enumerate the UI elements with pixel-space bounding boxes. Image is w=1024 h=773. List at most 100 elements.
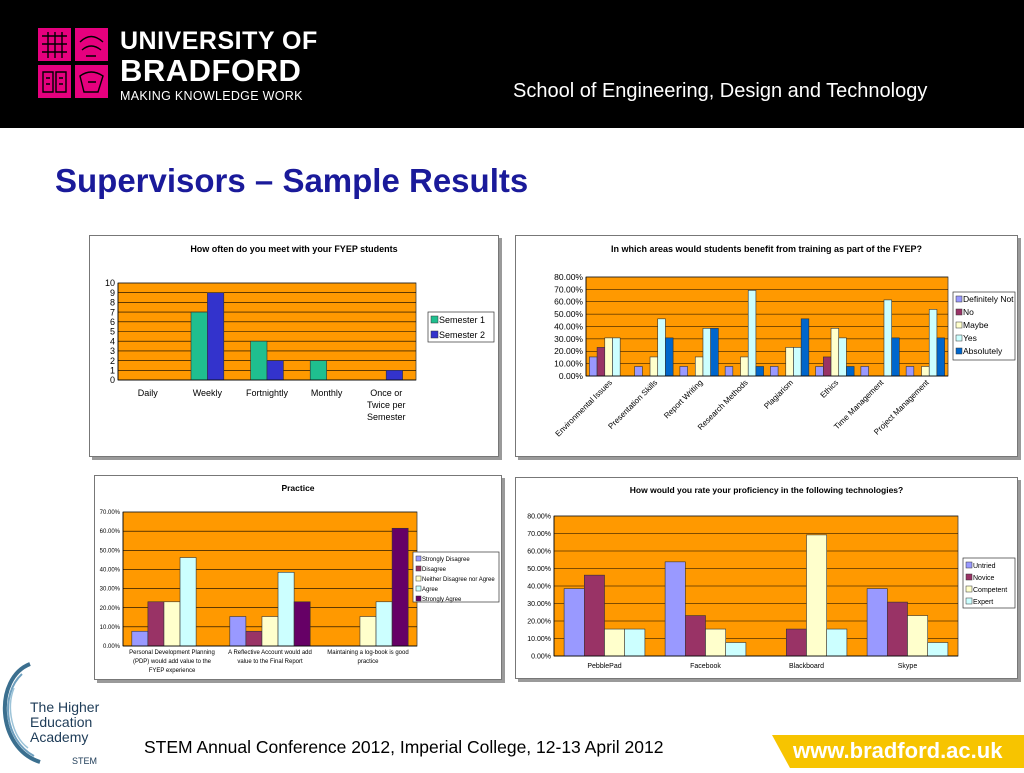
bar-yes — [612, 337, 621, 377]
legend-label: Novice — [973, 575, 995, 582]
category-label: practice — [357, 659, 379, 665]
bar-semester-1 — [250, 340, 268, 381]
legend-swatch — [965, 585, 973, 593]
chart-title: In which areas would students benefit fr… — [611, 244, 922, 254]
bar-absolutely — [846, 366, 855, 377]
y-tick-label: 6 — [110, 317, 115, 327]
chart-title: How would you rate your proficiency in t… — [630, 485, 903, 495]
legend-label: No — [963, 307, 974, 317]
university-crest-icon — [38, 28, 108, 98]
y-tick-label: 30.00% — [100, 587, 121, 593]
legend-box — [427, 311, 495, 343]
header-banner: UNIVERSITY OF BRADFORD MAKING KNOWLEDGE … — [0, 0, 1024, 128]
category-label: Presentation Skills — [606, 378, 659, 431]
legend-swatch — [965, 561, 973, 569]
y-tick-label: 20.00% — [527, 618, 551, 625]
category-label: Personal Development Planning — [129, 650, 215, 656]
bar-yes — [657, 318, 666, 377]
legend-swatch — [955, 308, 963, 316]
y-tick-label: 50.00% — [527, 566, 551, 573]
school-name: School of Engineering, Design and Techno… — [513, 80, 928, 102]
bar-definitely-not — [634, 366, 643, 377]
university-tagline: MAKING KNOWLEDGE WORK — [120, 89, 303, 103]
chart-meeting-frequency-svg: How often do you meet with your FYEP stu… — [105, 244, 495, 422]
chart-title: Practice — [281, 483, 314, 493]
y-tick-label: 60.00% — [527, 548, 551, 555]
bar-untried — [866, 588, 888, 657]
category-label: Twice per — [367, 400, 406, 410]
chart-title: How often do you meet with your FYEP stu… — [190, 244, 397, 254]
category-label: Once or — [370, 388, 402, 398]
bar-disagree — [147, 601, 165, 647]
university-line1: UNIVERSITY OF — [120, 27, 318, 55]
legend-label: Maybe — [963, 320, 989, 330]
bar-yes — [793, 347, 802, 377]
bar-no — [823, 356, 832, 377]
bar-strongly-disagree — [131, 630, 149, 647]
bar-absolutely — [800, 318, 810, 377]
category-label: Research Methods — [696, 378, 750, 432]
bar-maybe — [830, 328, 840, 377]
chart-practice-svg: Practice 0.00% 10.00% 20.00% 30.00% 40.00% 50.… — [100, 483, 500, 674]
bar-semester-1 — [309, 360, 327, 381]
chart-practice: Practice 0.00% 10.00% 20.00% 30.00% 40.00% 50.… — [94, 475, 502, 680]
y-tick-label: 0.00% — [103, 644, 121, 650]
bar-no — [596, 347, 606, 377]
y-tick-label: 9 — [110, 288, 115, 298]
bar-novice — [886, 601, 908, 657]
y-tick-label: 5 — [110, 327, 115, 337]
y-tick-label: 0.00% — [531, 653, 551, 660]
bar-maybe — [604, 337, 613, 377]
bar-definitely-not — [860, 366, 869, 377]
website-link[interactable]: www.bradford.ac.uk — [793, 738, 1003, 763]
bar-absolutely — [891, 337, 900, 377]
y-tick-label: 20.00% — [100, 606, 121, 612]
y-tick-label: 70.00% — [527, 531, 551, 538]
bar-absolutely — [755, 366, 764, 377]
y-tick-label: 30.00% — [554, 334, 583, 344]
bar-semester-2 — [385, 370, 403, 381]
legend-label: Definitely Not — [963, 294, 1014, 304]
legend-box — [412, 551, 500, 603]
category-label: Semester — [367, 412, 406, 422]
bar-definitely-not — [815, 366, 824, 377]
category-label: value to the Final Report — [237, 659, 303, 665]
bar-maybe — [740, 356, 749, 377]
y-tick-label: 60.00% — [100, 529, 121, 535]
y-tick-label: 2 — [110, 356, 115, 366]
bar-strongly-disagree — [229, 616, 247, 647]
hea-swirl-icon — [2, 662, 41, 764]
bar-yes — [838, 337, 847, 377]
category-label: Monthly — [311, 388, 343, 398]
bar-definitely-not — [905, 366, 915, 377]
y-tick-label: 40.00% — [100, 568, 121, 574]
university-line2: BRADFORD — [120, 53, 302, 88]
y-tick-label: 70.00% — [554, 284, 583, 294]
bar-expert — [725, 642, 747, 657]
category-label: Blackboard — [789, 663, 824, 670]
y-tick-label: 50.00% — [100, 548, 121, 554]
bar-maybe — [785, 347, 794, 377]
bar-yes — [883, 299, 892, 377]
y-tick-label: 4 — [110, 336, 115, 346]
bar-expert — [927, 642, 949, 657]
bar-expert — [826, 628, 848, 657]
category-label: A Reflective Account would add — [228, 650, 312, 656]
hea-line2: Education — [30, 714, 93, 730]
legend-label: Strongly Agree — [422, 597, 462, 603]
legend-label: Agree — [422, 587, 439, 593]
bar-maybe — [921, 366, 930, 377]
y-tick-label: 40.00% — [527, 583, 551, 590]
chart-training-areas: In which areas would students benefit fr… — [515, 235, 1018, 457]
legend-label: Expert — [973, 599, 993, 606]
legend-label: Semester 2 — [439, 330, 485, 340]
legend-swatch — [430, 315, 439, 324]
bar-semester-2 — [207, 292, 225, 381]
legend-swatch — [965, 573, 973, 581]
legend-swatch — [955, 295, 963, 303]
chart-training-areas-svg: In which areas would students benefit fr… — [554, 244, 1016, 438]
bar-untried — [664, 561, 686, 657]
bar-absolutely — [710, 328, 719, 377]
bar-competent — [806, 534, 828, 657]
bar-definitely-not — [724, 366, 734, 377]
